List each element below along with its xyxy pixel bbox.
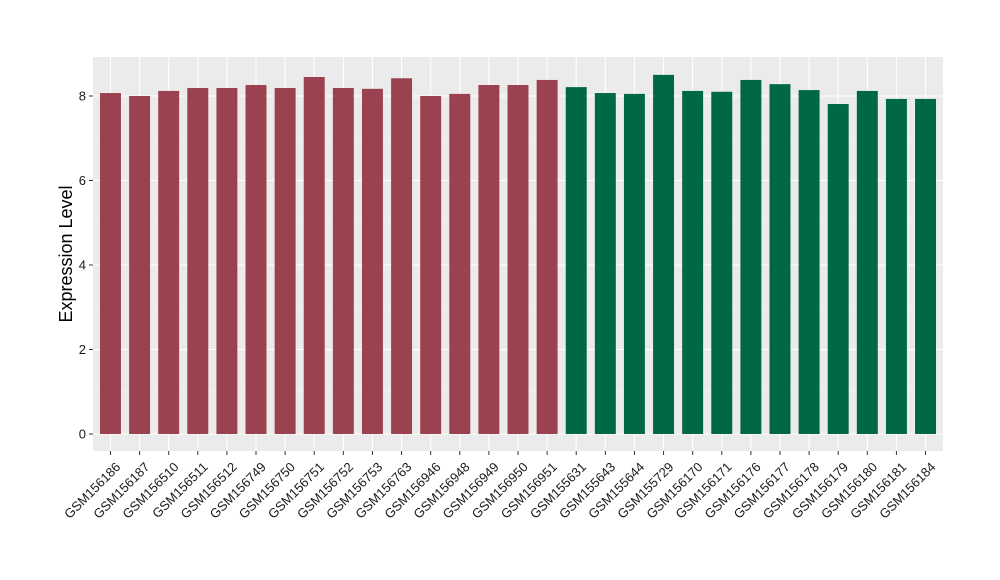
bar-GSM155729 — [653, 74, 675, 434]
bar-GSM156749 — [245, 85, 267, 434]
bar-GSM156178 — [798, 90, 820, 435]
y-tick-label: 4 — [79, 258, 86, 273]
y-axis-ticks: 0 2 4 6 8 — [79, 89, 93, 442]
y-tick-label: 6 — [79, 173, 86, 188]
bar-GSM156948 — [449, 93, 471, 434]
bar-GSM155644 — [623, 93, 645, 434]
bar-GSM156763 — [391, 78, 413, 434]
bar-GSM156177 — [769, 84, 791, 435]
bar-GSM156511 — [187, 87, 209, 434]
bar-GSM156179 — [827, 104, 849, 434]
bar-GSM156946 — [420, 96, 442, 434]
bar-GSM156512 — [216, 87, 238, 434]
bar-GSM156176 — [740, 79, 762, 434]
y-tick-label: 2 — [79, 342, 86, 357]
bar-GSM156181 — [885, 98, 907, 435]
bar-GSM156184 — [915, 98, 937, 435]
y-tick-label: 0 — [79, 427, 86, 442]
bar-GSM156171 — [711, 91, 733, 435]
y-axis-title: Expression Level — [56, 185, 76, 322]
bar-GSM156180 — [856, 90, 878, 435]
bar-GSM156751 — [303, 76, 325, 435]
bar-GSM156187 — [129, 96, 151, 434]
x-axis-ticks: GSM156186GSM156187GSM156510GSM156511GSM1… — [61, 451, 938, 522]
bar-GSM156752 — [332, 87, 354, 434]
bar-GSM156750 — [274, 87, 296, 434]
bar-GSM156510 — [158, 90, 180, 435]
bar-GSM156753 — [361, 88, 383, 434]
bar-GSM156186 — [99, 93, 121, 434]
bar-GSM156951 — [536, 79, 558, 434]
bar-GSM156949 — [478, 85, 500, 434]
bars — [99, 74, 937, 435]
bar-GSM155631 — [565, 87, 587, 434]
bar-GSM156170 — [682, 90, 704, 435]
y-tick-label: 8 — [79, 89, 86, 104]
bar-GSM155643 — [594, 93, 616, 434]
bar-GSM156950 — [507, 85, 529, 434]
